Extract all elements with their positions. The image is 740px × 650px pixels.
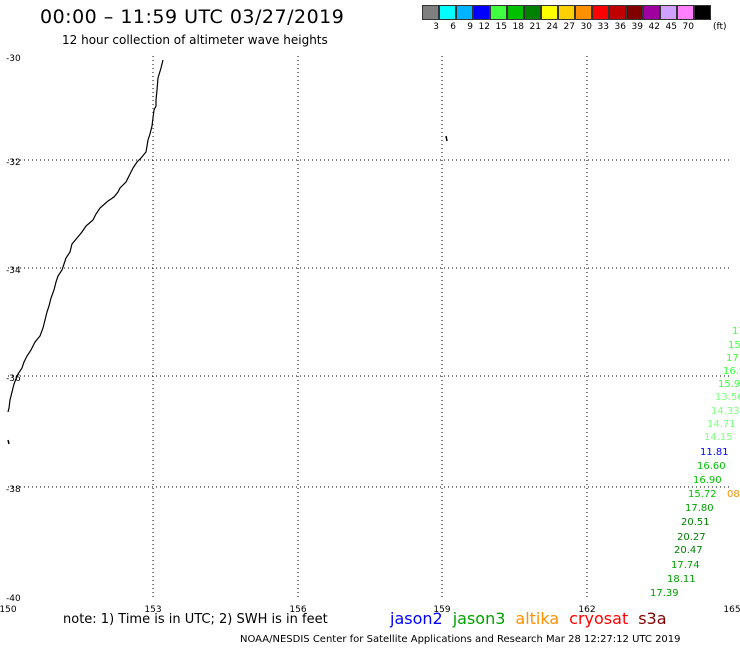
legend-swatch <box>524 5 541 20</box>
wave-height-value: 17. <box>726 353 740 364</box>
legend-swatch <box>694 5 711 20</box>
note-text: note: 1) Time is in UTC; 2) SWH is in fe… <box>63 612 328 627</box>
lat-label: -32 <box>6 158 21 168</box>
legend-label: 45 <box>665 22 677 32</box>
legend-swatch <box>643 5 660 20</box>
wave-height-value: 17 <box>732 326 740 337</box>
satellite-name: jason2 <box>390 609 443 628</box>
wave-height-value: 15.9 <box>718 379 740 390</box>
legend-label: 18 <box>512 22 524 32</box>
grid-lines <box>8 56 732 598</box>
map-title: 00:00 – 11:59 UTC 03/27/2019 <box>40 6 345 28</box>
coastline <box>7 59 164 413</box>
legend-label: 3 <box>433 22 439 32</box>
wave-height-value: 17.80 <box>685 503 714 514</box>
map-subtitle: 12 hour collection of altimeter wave hei… <box>62 33 328 47</box>
lat-label: -38 <box>6 485 21 495</box>
lon-label: 162 <box>578 605 595 615</box>
wave-height-value: 20.27 <box>677 532 706 543</box>
lon-labels: 150 153 156 159 162 165 <box>0 605 740 615</box>
legend-label: 24 <box>546 22 558 32</box>
wave-height-value: 17.39 <box>650 588 679 599</box>
wave-height-value: 16.90 <box>693 475 722 486</box>
lon-label: 159 <box>433 605 450 615</box>
legend-label: 39 <box>631 22 643 32</box>
legend-label: 33 <box>597 22 609 32</box>
legend-label: 21 <box>529 22 541 32</box>
wave-height-value: 16.9 <box>723 366 740 377</box>
satellite-name: s3a <box>638 609 667 628</box>
legend-swatch <box>592 5 609 20</box>
wave-height-value: 14.15 <box>704 432 733 443</box>
island-mark <box>445 135 448 142</box>
legend-swatch <box>558 5 575 20</box>
wave-height-value: 17.74 <box>671 560 700 571</box>
color-scale-legend <box>422 5 711 20</box>
wave-height-value: 18.11 <box>667 574 696 585</box>
wave-height-value: 15 <box>728 340 740 351</box>
legend-swatch <box>677 5 694 20</box>
legend-swatch <box>541 5 558 20</box>
color-scale-labels: 3 6 9 12 15 18 21 24 27 30 33 36 39 42 45 70 <box>422 22 711 32</box>
wave-height-value: 15.72 <box>688 489 717 500</box>
satellite-name: jason3 <box>452 609 506 628</box>
legend-unit: (ft) <box>713 22 727 32</box>
legend-swatch <box>456 5 473 20</box>
legend-swatch <box>507 5 524 20</box>
wave-height-value: 20.51 <box>681 517 710 528</box>
wave-height-value: 16.60 <box>697 461 726 472</box>
lat-label: -34 <box>6 266 21 276</box>
legend-swatch <box>422 5 439 20</box>
legend-swatch <box>439 5 456 20</box>
lat-labels: -30 -32 -34 -36 -38 -40 <box>6 54 21 604</box>
legend-label: 27 <box>563 22 575 32</box>
legend-swatch <box>660 5 677 20</box>
credit-text: NOAA/NESDIS Center for Satellite Applica… <box>240 634 681 645</box>
legend-swatch <box>473 5 490 20</box>
legend-label: 42 <box>648 22 660 32</box>
satellite-name: cryosat <box>569 609 629 628</box>
legend-swatch <box>490 5 507 20</box>
lat-label: -36 <box>6 374 21 384</box>
wave-height-value: 20.47 <box>674 545 703 556</box>
lon-label: 165 <box>723 605 740 615</box>
lat-label: -30 <box>6 54 21 64</box>
coast-dot <box>7 439 10 445</box>
satellite-name: altika <box>515 609 560 628</box>
wave-height-value: 08 <box>727 489 740 500</box>
legend-swatch <box>575 5 592 20</box>
wave-height-value: 13.56 <box>715 392 740 403</box>
legend-label: 6 <box>450 22 456 32</box>
lon-label: 156 <box>289 605 306 615</box>
legend-label: 30 <box>580 22 592 32</box>
legend-label: 15 <box>495 22 507 32</box>
wave-height-value: 11.81 <box>700 447 729 458</box>
wave-height-value: 14.33 <box>711 406 740 417</box>
legend-label: 70 <box>682 22 694 32</box>
legend-label: 9 <box>467 22 473 32</box>
legend-label: 36 <box>614 22 626 32</box>
observation-labels: 17 15 17. 16.9 15.9 13.56 14.33 14.71 14.15 11.81… <box>650 326 740 599</box>
lat-label: -40 <box>6 594 21 604</box>
lon-label: 150 <box>0 605 17 615</box>
legend-swatch <box>626 5 643 20</box>
lon-label: 153 <box>144 605 161 615</box>
legend-label: 12 <box>478 22 490 32</box>
wave-height-value: 14.71 <box>707 419 736 430</box>
legend-swatch <box>609 5 626 20</box>
satellite-legend: jason2 jason3 altika cryosat s3a <box>390 609 677 628</box>
